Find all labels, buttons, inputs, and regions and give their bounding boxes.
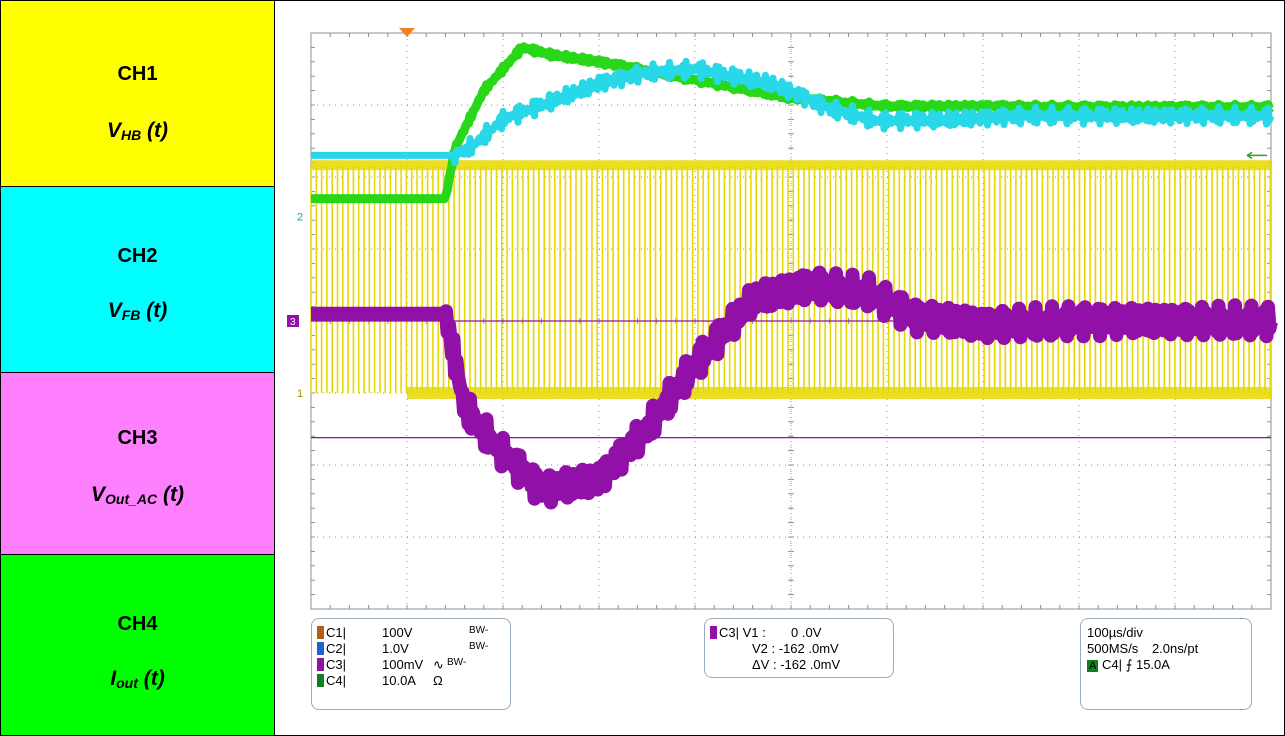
legend-ch4-symbol: I xyxy=(110,667,117,690)
legend-ch4: CH4 Iout (t) xyxy=(1,555,274,735)
trace-ch3 xyxy=(305,265,1278,510)
channel-settings-panel: C1| 100V BW- C2| 1.0V BW- C3| 100mV ∿ BW… xyxy=(311,618,511,710)
setting-c3-coupling: ∿ xyxy=(433,657,444,672)
timebase-rate-row: 500MS/s 2.0ns/pt xyxy=(1087,641,1198,656)
setting-row-c3: C3| 100mV ∿ BW- xyxy=(317,657,466,672)
setting-c3-bw: BW- xyxy=(447,657,467,668)
legend-ch3-symbol: V xyxy=(91,483,106,506)
trigger-row: A C4| ⨍ 15.0A xyxy=(1087,657,1170,673)
cursor-v2: V2 : -162 .0mV xyxy=(752,641,839,656)
legend-ch1-symbol: V xyxy=(106,119,121,142)
ch1-low-band xyxy=(407,387,1271,399)
trigger-mode-badge: A xyxy=(1087,660,1099,672)
setting-c4-ch: C4 xyxy=(326,673,343,688)
trigger-setting: C4| ⨍ 15.0A xyxy=(1101,657,1170,672)
ch1-ground-marker: 1 xyxy=(297,388,303,400)
legend-ch3-subscript: Out_AC xyxy=(105,491,158,507)
cursor-v1: V1 : 0 .0V xyxy=(742,625,822,640)
cursor-row-v1: C3| V1 : 0 .0V xyxy=(710,625,821,640)
setting-c3-ch: C3 xyxy=(326,657,343,672)
trigger-level-marker xyxy=(1246,151,1267,160)
legend-ch4-subscript: out xyxy=(116,675,138,691)
setting-c2-ch: C2 xyxy=(326,641,343,656)
swatch-c1 xyxy=(317,626,324,639)
cursor-dv: ΔV : -162 .0mV xyxy=(752,657,841,672)
legend-ch1: CH1 VHB (t) xyxy=(1,1,274,187)
timebase-resolution: 2.0ns/pt xyxy=(1151,641,1199,656)
trigger-position-marker xyxy=(399,28,415,37)
legend-ch2-symbol: V xyxy=(107,299,122,322)
legend-ch4-suffix: (t) xyxy=(137,667,165,690)
setting-c1-bw: BW- xyxy=(469,625,489,636)
cursor-channel: C3 xyxy=(719,625,736,640)
legend-ch3-signal: VOut_AC (t) xyxy=(1,483,274,507)
setting-c2-scale: 1.0V xyxy=(382,641,409,656)
legend-ch2-subscript: FB xyxy=(121,307,141,323)
oscilloscope-screen: 1 2 3 C1| 100V BW- C2| 1.0V BW- C3| 100mV … xyxy=(275,0,1285,736)
legend-ch1-suffix: (t) xyxy=(141,119,169,142)
legend-ch3-suffix: (t) xyxy=(157,483,184,506)
setting-c4-scale: 10.0A xyxy=(382,673,416,688)
legend-ch1-subscript: HB xyxy=(120,127,142,143)
setting-c1-ch: C1 xyxy=(326,625,343,640)
timebase-rate: 500MS/s xyxy=(1087,641,1139,656)
ch3-marker-box xyxy=(287,315,299,327)
ch2-waveform xyxy=(309,57,1275,167)
setting-c4-coupling: Ω xyxy=(433,673,443,688)
setting-row-c4: C4| 10.0A Ω xyxy=(317,673,443,688)
timebase-div: 100µs/div xyxy=(1087,625,1143,640)
legend-ch1-signal: VHB (t) xyxy=(1,119,274,143)
swatch-c2 xyxy=(317,642,324,655)
swatch-cursor xyxy=(710,626,717,639)
timebase-panel: 100µs/div 500MS/s 2.0ns/pt A C4| ⨍ 15.0A xyxy=(1080,618,1252,710)
legend-ch4-name: CH4 xyxy=(117,613,158,635)
swatch-c3 xyxy=(317,658,324,671)
legend-ch2-name: CH2 xyxy=(117,245,158,267)
legend-ch3: CH3 VOut_AC (t) xyxy=(1,373,274,555)
legend-ch2: CH2 VFB (t) xyxy=(1,187,274,373)
legend-ch2-signal: VFB (t) xyxy=(1,299,274,323)
setting-c3-scale: 100mV xyxy=(382,657,424,672)
setting-c2-bw: BW- xyxy=(469,641,489,652)
scope-plot: 1 2 3 xyxy=(287,28,1278,610)
ch1-high-band xyxy=(311,160,1271,171)
legend-ch2-suffix: (t) xyxy=(140,299,168,322)
ch2-ground-marker: 2 xyxy=(297,212,303,224)
channel-markers: 1 2 3 xyxy=(287,28,1267,400)
trace-ch2 xyxy=(309,57,1275,167)
ch3-waveform xyxy=(305,265,1278,510)
swatch-c4 xyxy=(317,674,324,687)
legend-ch4-signal: Iout (t) xyxy=(1,667,274,691)
legend-ch3-name: CH3 xyxy=(117,427,158,449)
channel-legend: CH1 VHB (t) CH2 VFB (t) CH3 VOut_AC (t) … xyxy=(0,0,275,736)
setting-c1-scale: 100V xyxy=(382,625,413,640)
setting-row-c1: C1| 100V BW- xyxy=(317,625,488,640)
setting-row-c2: C2| 1.0V BW- xyxy=(317,641,488,656)
cursor-panel: C3| V1 : 0 .0V V2 : -162 .0mV ΔV : -162 … xyxy=(704,618,894,678)
ch3-ground-marker: 3 xyxy=(290,317,296,328)
legend-ch1-name: CH1 xyxy=(117,63,158,85)
